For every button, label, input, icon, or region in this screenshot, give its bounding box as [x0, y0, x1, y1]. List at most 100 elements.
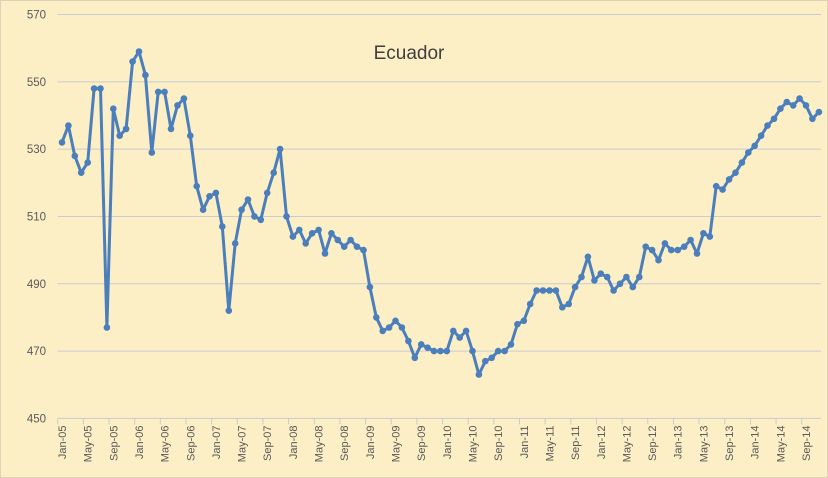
data-point: [225, 307, 233, 315]
data-point: [430, 347, 438, 355]
data-point: [584, 253, 592, 261]
data-point: [796, 95, 803, 102]
data-point: [199, 206, 207, 213]
data-point: [116, 132, 123, 139]
data-point: [777, 105, 784, 112]
y-axis-label: 570: [27, 10, 46, 22]
data-point: [648, 246, 656, 254]
data-point: [411, 354, 419, 362]
chart-title: Ecuador: [374, 43, 445, 64]
data-point: [340, 243, 348, 250]
data-point: [719, 186, 726, 193]
data-point: [552, 287, 560, 294]
axes-group: 450 470 490 510 530 550 570 Jan-05 May-05 Sep-05 J…: [27, 10, 813, 463]
data-point: [751, 142, 758, 150]
data-point: [167, 125, 175, 133]
data-point: [219, 223, 226, 230]
x-axis-label: Jan-12: [596, 426, 608, 460]
data-point: [110, 105, 117, 112]
x-axis-label: Sep-14: [801, 426, 813, 461]
data-point: [725, 176, 733, 183]
data-point: [308, 230, 316, 237]
data-point: [135, 48, 143, 55]
x-axis-label: Jan-10: [442, 426, 454, 460]
data-point: [770, 115, 778, 123]
y-axis-label: 470: [27, 346, 46, 358]
data-point: [84, 159, 91, 166]
x-axis-label: Sep-13: [724, 426, 736, 461]
data-point: [661, 240, 669, 247]
data-point: [501, 347, 508, 355]
data-series-group: [58, 48, 823, 378]
data-point: [373, 314, 380, 321]
data-point: [757, 132, 765, 139]
data-point: [71, 152, 79, 160]
data-point: [302, 240, 310, 247]
data-point: [238, 206, 245, 213]
y-axis-label: 510: [27, 211, 46, 223]
data-point: [366, 283, 374, 291]
data-point: [353, 243, 361, 250]
x-axis-label: Jan-06: [134, 426, 146, 460]
x-axis-label: Jan-09: [365, 426, 377, 460]
data-point: [616, 280, 624, 288]
data-point: [764, 122, 771, 129]
x-axis-label: Jan-08: [288, 426, 300, 460]
data-point: [244, 196, 252, 203]
x-axis-label: May-08: [314, 426, 326, 463]
data-point: [520, 317, 528, 325]
data-point: [231, 240, 239, 247]
x-axis-label: Sep-09: [416, 426, 428, 461]
gridlines-group: [57, 14, 821, 419]
data-point: [90, 85, 98, 92]
data-point: [469, 347, 476, 355]
data-point: [296, 226, 303, 234]
data-point: [565, 300, 572, 308]
data-point: [398, 324, 406, 331]
data-point: [251, 213, 258, 220]
data-point: [315, 226, 322, 234]
x-axis-label: Sep-08: [339, 426, 351, 461]
x-axis-label: Sep-07: [262, 426, 274, 461]
x-axis-label: May-10: [467, 426, 479, 463]
data-point: [526, 300, 534, 308]
data-point: [187, 132, 194, 139]
x-axis-label: May-09: [391, 426, 403, 463]
data-point: [417, 341, 425, 348]
data-point: [360, 246, 367, 254]
data-point: [712, 182, 720, 190]
data-point: [488, 354, 496, 362]
data-point: [405, 337, 412, 345]
x-axis-label: Jan-05: [57, 426, 69, 460]
data-point: [263, 189, 271, 197]
data-point: [732, 169, 739, 176]
data-point: [65, 122, 72, 129]
data-point: [514, 320, 521, 328]
data-point: [680, 243, 688, 250]
data-point: [802, 102, 810, 109]
data-point: [668, 246, 675, 254]
data-point: [129, 58, 136, 65]
data-point: [154, 88, 162, 96]
data-point: [809, 115, 816, 123]
data-point: [174, 102, 181, 109]
data-point: [494, 347, 502, 355]
data-point: [597, 270, 605, 278]
data-point: [385, 324, 393, 331]
data-point: [629, 283, 637, 291]
data-point: [450, 327, 457, 335]
y-axis-label: 550: [27, 77, 46, 89]
data-point: [206, 193, 213, 200]
data-point: [347, 236, 354, 244]
data-point: [289, 233, 297, 240]
data-point: [789, 102, 797, 109]
data-point: [745, 149, 752, 156]
data-point: [507, 341, 515, 348]
x-axis-label: Sep-05: [108, 426, 120, 461]
data-point: [443, 347, 451, 355]
data-point: [193, 182, 200, 190]
x-axis-label: Sep-11: [570, 426, 582, 461]
